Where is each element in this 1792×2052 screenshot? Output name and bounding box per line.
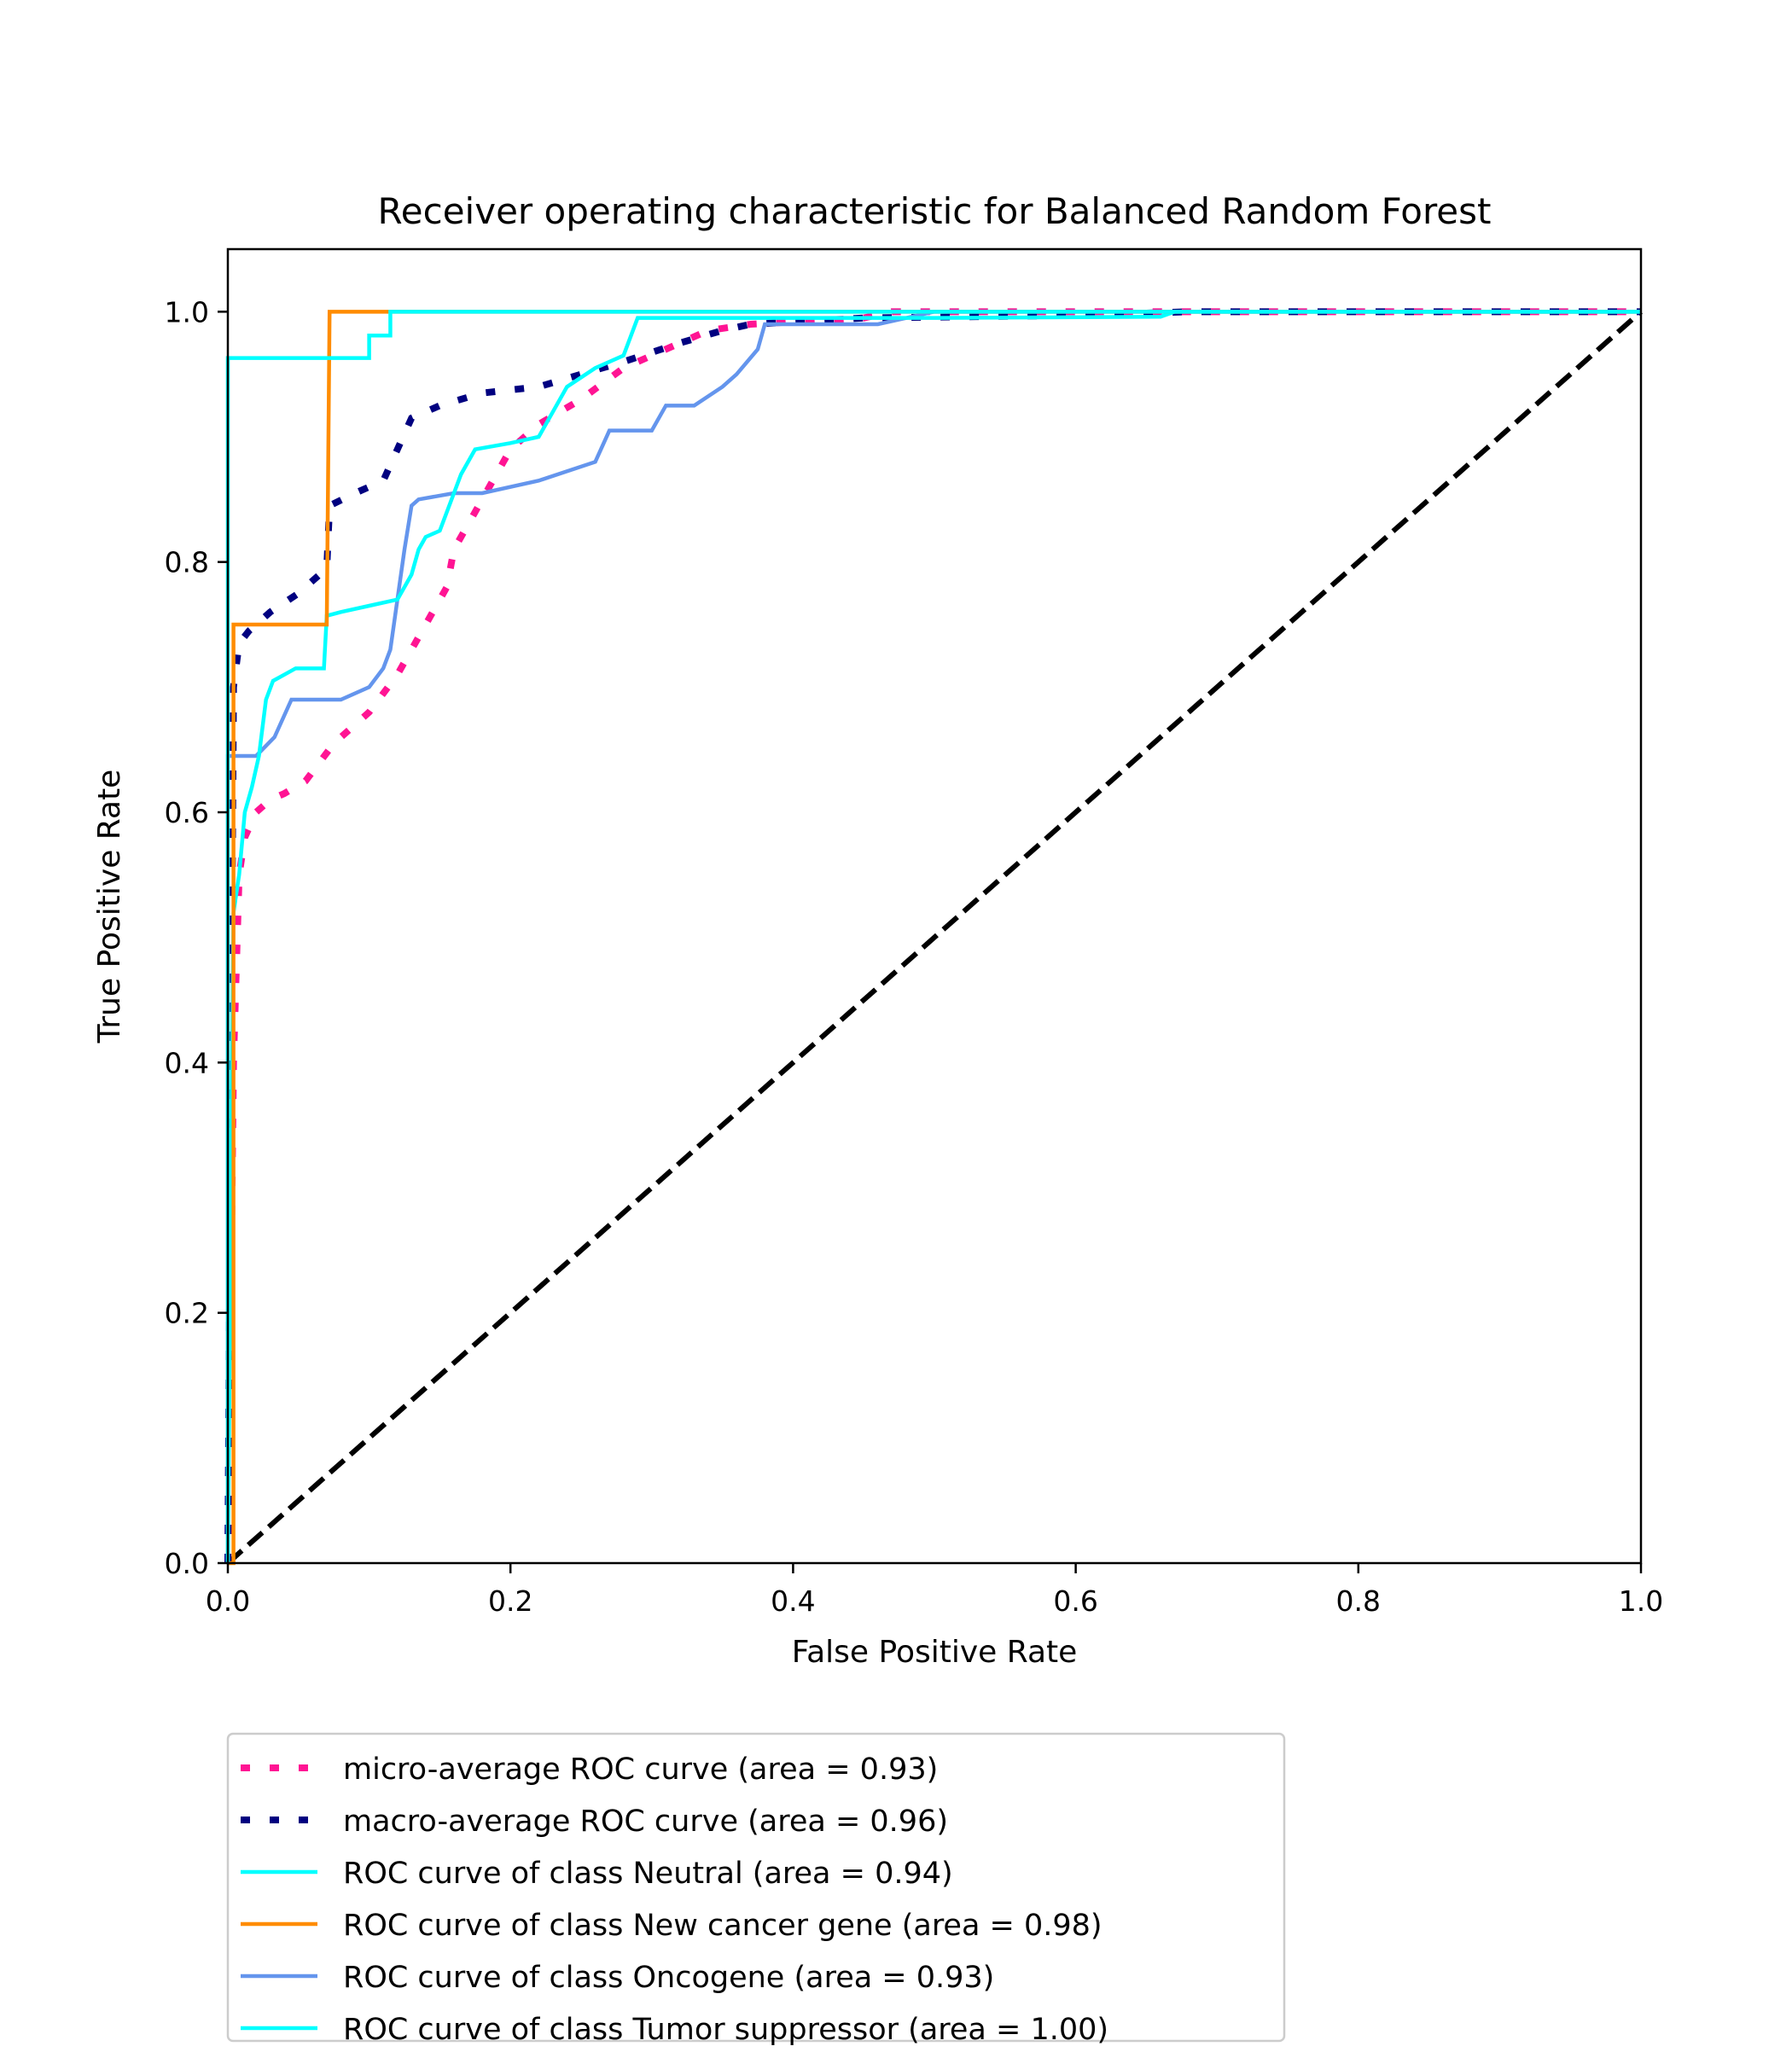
x-axis: 0.0 0.2 0.4 0.6 0.8 1.0 [206, 1563, 1663, 1618]
y-tick-label: 0.2 [165, 1297, 209, 1330]
x-tick-label: 1.0 [1619, 1584, 1663, 1618]
legend: micro-average ROC curve (area = 0.93) mac… [226, 1732, 1286, 2047]
y-tick-label: 0.8 [165, 546, 209, 579]
x-tick-label: 0.4 [771, 1584, 815, 1618]
legend-items: micro-average ROC curve (area = 0.93) mac… [241, 1753, 1108, 2047]
curve-6 [226, 310, 1643, 1566]
legend-entry-label: ROC curve of class Oncogene (area = 0.93… [343, 1961, 994, 1995]
legend-frame [226, 1732, 1286, 2043]
y-tick-label: 1.0 [165, 295, 209, 328]
y-axis: 0.0 0.2 0.4 0.6 0.8 1.0 [165, 295, 228, 1580]
curve-4 [225, 310, 1641, 1563]
legend-entry-label: ROC curve of class Neutral (area = 0.94) [343, 1857, 953, 1891]
x-tick-label: 0.6 [1053, 1584, 1097, 1618]
curve-1 [224, 308, 1641, 1564]
legend-entry-label: macro-average ROC curve (area = 0.96) [343, 1805, 948, 1839]
x-axis-label: False Positive Rate [792, 1635, 1078, 1670]
y-tick-label: 0.4 [165, 1046, 209, 1079]
legend-entry-label: micro-average ROC curve (area = 0.93) [343, 1753, 938, 1787]
legend-entry-label: ROC curve of class New cancer gene (area… [343, 1909, 1103, 1943]
chart-title: Receiver operating characteristic for Ba… [377, 190, 1491, 232]
plot-frame [226, 247, 1643, 1565]
x-tick-label: 0.8 [1336, 1584, 1381, 1618]
legend-entry-label: ROC curve of class Tumor suppressor (are… [343, 2013, 1108, 2047]
y-axis-label: True Positive Rate [92, 770, 127, 1044]
curve-layer [224, 308, 1643, 1566]
x-tick-label: 0.0 [206, 1584, 250, 1618]
curve-2 [225, 310, 1641, 1564]
y-tick-label: 0.6 [165, 796, 209, 829]
x-tick-label: 0.2 [488, 1584, 532, 1618]
y-tick-label: 0.0 [165, 1547, 209, 1580]
